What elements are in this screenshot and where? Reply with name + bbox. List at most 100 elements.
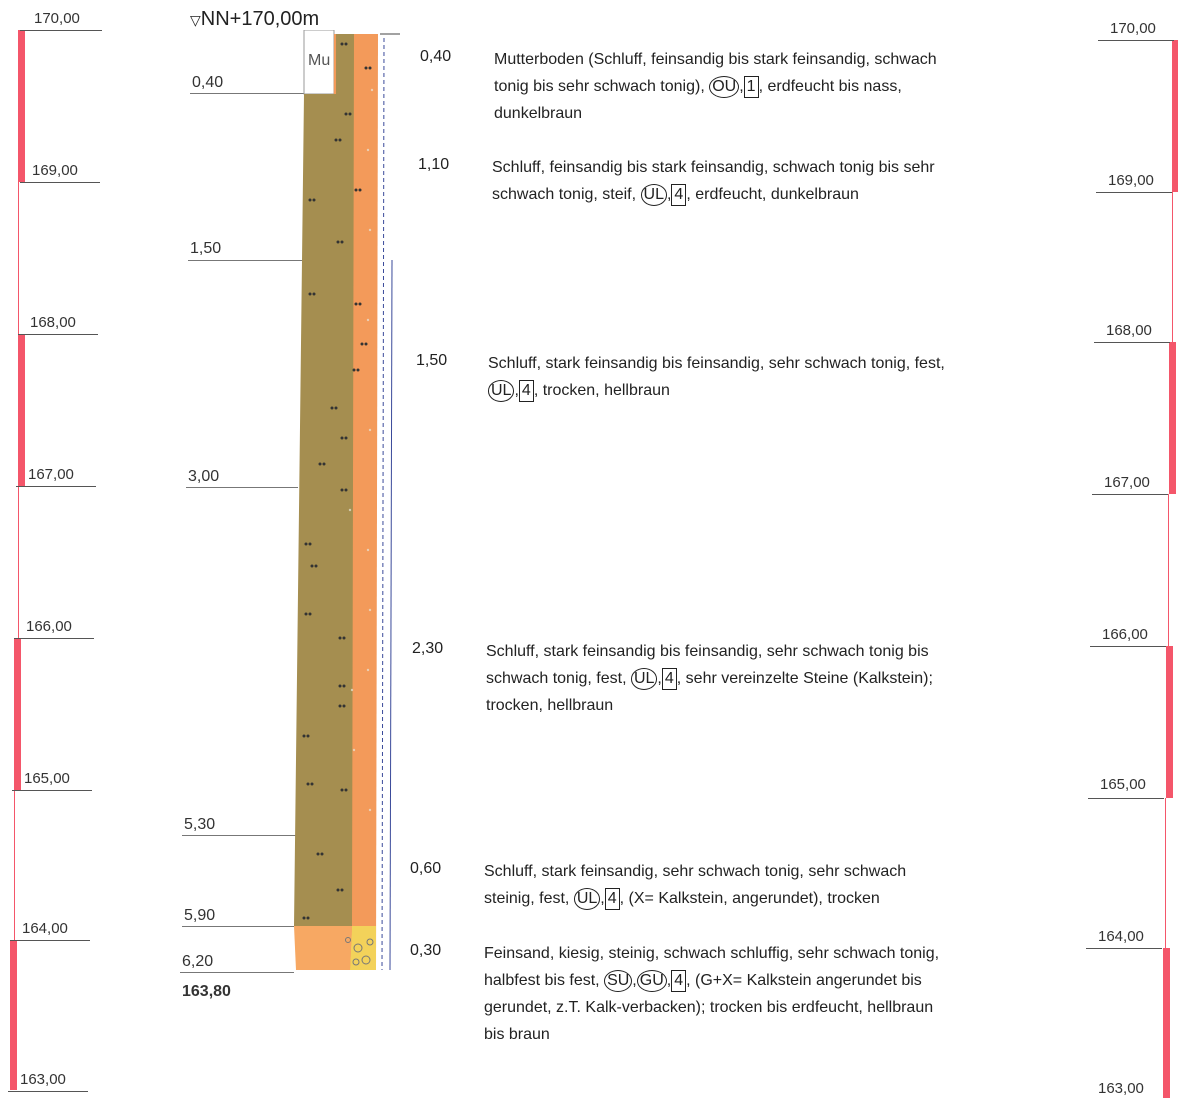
desc-line: Schluff, stark feinsandig bis feinsandig… xyxy=(486,643,929,660)
right-scale-label: 164,00 xyxy=(1098,928,1144,945)
desc-line: Feinsand, kiesig, steinig, schwach schlu… xyxy=(484,945,940,962)
desc-separator: , xyxy=(739,78,744,95)
depth-line xyxy=(182,926,294,927)
desc-text: , (G+X= Kalkstein angerundet bis xyxy=(686,972,922,989)
right-scale-bar-1 xyxy=(1172,40,1178,192)
left-scale-bar-6 xyxy=(14,790,16,940)
layer-description-1: Mutterboden (Schluff, feinsandig bis sta… xyxy=(494,46,1074,127)
left-tick xyxy=(12,790,92,791)
desc-separator: , xyxy=(666,186,672,203)
desc-text: , erdfeucht bis nass, xyxy=(758,78,902,95)
layer-thickness: 1,10 xyxy=(418,156,450,173)
left-scale-label: 166,00 xyxy=(26,618,72,635)
soil-class-symbol: 4 xyxy=(518,380,534,402)
desc-line: UL, 4, trocken, hellbraun xyxy=(488,377,1068,404)
left-tick xyxy=(20,30,102,31)
right-scale-bar-6 xyxy=(1165,798,1167,948)
left-tick xyxy=(16,486,96,487)
right-tick xyxy=(1088,798,1164,799)
layer-description-6: Feinsand, kiesig, steinig, schwach schlu… xyxy=(484,940,1064,1048)
reference-level: ▽NN+170,00m xyxy=(190,8,319,31)
left-scale-label: 170,00 xyxy=(34,10,80,27)
layer-description-4: Schluff, stark feinsandig bis feinsandig… xyxy=(486,638,1066,719)
left-tick xyxy=(20,182,100,183)
depth-label: 5,30 xyxy=(184,816,216,833)
soil-group-symbol: UL xyxy=(640,184,667,206)
soil-group-symbol: UL xyxy=(488,380,515,402)
bottom-elevation: 163,80 xyxy=(182,983,231,1000)
left-tick xyxy=(8,1091,88,1092)
soil-column-graphic xyxy=(294,30,400,971)
layer-thickness: 0,40 xyxy=(420,48,452,65)
soil-column: Mu xyxy=(290,30,400,980)
soil-group-symbol: OU xyxy=(709,76,740,98)
layer-thickness: 2,30 xyxy=(412,640,444,657)
depth-label: 5,90 xyxy=(184,907,216,924)
soil-group-symbol: UL xyxy=(573,888,601,910)
left-scale-bar-3 xyxy=(18,334,25,486)
right-tick xyxy=(1096,192,1172,193)
desc-text: halbfest bis fest, xyxy=(484,972,605,989)
desc-line: schwach tonig, fest, UL, 4, sehr vereinze… xyxy=(486,665,1066,692)
desc-text: , (X= Kalkstein, angerundet), trocken xyxy=(619,890,880,907)
left-scale-label: 169,00 xyxy=(32,162,78,179)
right-scale-label: 163,00 xyxy=(1098,1080,1144,1097)
desc-line: Mutterboden (Schluff, feinsandig bis sta… xyxy=(494,51,937,68)
desc-text: , sehr vereinzelte Steine (Kalkstein); xyxy=(676,670,933,687)
layer-thickness: 0,30 xyxy=(410,942,442,959)
left-scale-bar-4 xyxy=(18,486,20,638)
desc-text: schwach tonig, fest, xyxy=(486,670,631,687)
soil-class-symbol: 4 xyxy=(661,668,677,690)
desc-line: halbfest bis fest, SU, GU, 4, (G+X= Kalkst… xyxy=(484,967,1064,994)
desc-line: Schluff, stark feinsandig bis feinsandig… xyxy=(488,355,945,372)
desc-line: bis braun xyxy=(484,1026,550,1043)
right-tick xyxy=(1090,646,1166,647)
right-tick xyxy=(1086,948,1162,949)
left-scale-bar-1 xyxy=(18,30,25,182)
left-tick xyxy=(10,940,90,941)
right-scale-label: 170,00 xyxy=(1110,20,1156,37)
right-tick xyxy=(1098,40,1174,41)
desc-line: dunkelbraun xyxy=(494,105,583,122)
soil-class-symbol: 4 xyxy=(671,184,687,206)
desc-line: Schluff, feinsandig bis stark feinsandig… xyxy=(492,159,935,176)
layer-description-2: Schluff, feinsandig bis stark feinsandig… xyxy=(492,154,1072,208)
desc-line: steinig, fest, UL, 4, (X= Kalkstein, ange… xyxy=(484,885,1064,912)
desc-separator: , xyxy=(666,972,672,989)
depth-label: 6,20 xyxy=(182,953,214,970)
layer-description-5: Schluff, stark feinsandig, sehr schwach … xyxy=(484,858,1064,912)
desc-line: tonig bis sehr schwach tonig), OU, 1, erd… xyxy=(494,73,1074,100)
left-tick xyxy=(18,334,98,335)
desc-separator: , xyxy=(632,972,637,989)
desc-separator: , xyxy=(657,670,662,687)
depth-line xyxy=(180,972,294,973)
soil-group-symbol: UL xyxy=(630,668,658,690)
desc-text: steinig, fest, xyxy=(484,890,574,907)
desc-separator: , xyxy=(600,890,605,907)
reference-level-text: NN+170,00m xyxy=(200,8,320,30)
soil-class-symbol: 4 xyxy=(604,888,620,910)
soil-class-symbol: 4 xyxy=(671,970,687,992)
right-scale-bar-7 xyxy=(1163,948,1170,1098)
right-tick xyxy=(1094,342,1170,343)
depth-label: 3,00 xyxy=(188,468,220,485)
soil-group-symbol: SU xyxy=(604,970,633,992)
left-scale-label: 168,00 xyxy=(30,314,76,331)
depth-line xyxy=(182,835,296,836)
left-scale-bar-2 xyxy=(18,182,20,334)
left-scale-label: 167,00 xyxy=(28,466,74,483)
desc-text: schwach tonig, steif, xyxy=(492,186,641,203)
left-scale-label: 163,00 xyxy=(20,1071,66,1088)
level-triangle-icon: ▽ xyxy=(190,12,201,28)
layer-thickness: 1,50 xyxy=(416,352,448,369)
right-scale-label: 168,00 xyxy=(1106,322,1152,339)
soil-class-symbol: 1 xyxy=(743,76,759,98)
right-scale-label: 167,00 xyxy=(1104,474,1150,491)
depth-line xyxy=(190,93,304,94)
right-scale-bar-3 xyxy=(1169,342,1176,494)
right-scale-bar-4 xyxy=(1168,494,1170,646)
depth-line xyxy=(188,260,302,261)
depth-label: 1,50 xyxy=(190,240,222,257)
desc-line: schwach tonig, steif, UL, 4, erdfeucht, d… xyxy=(492,181,1072,208)
left-scale-label: 164,00 xyxy=(22,920,68,937)
